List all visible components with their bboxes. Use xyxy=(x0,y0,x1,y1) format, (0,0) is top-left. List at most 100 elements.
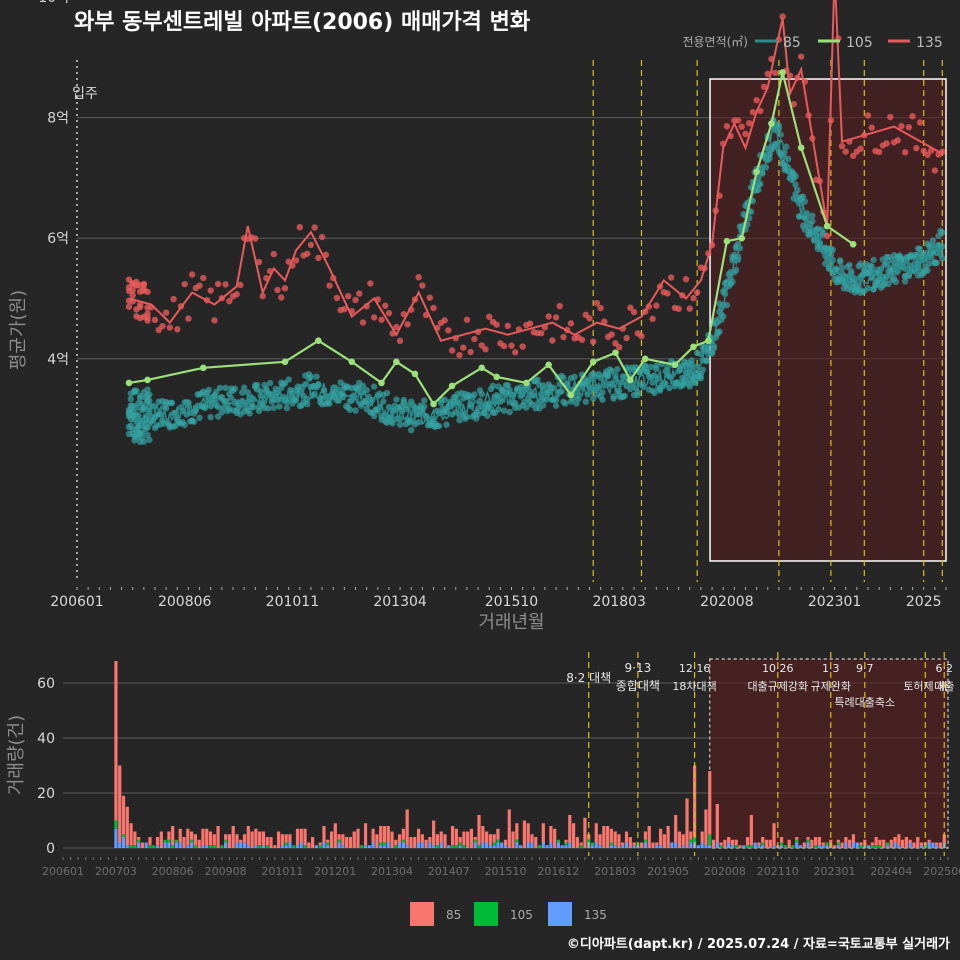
bar-135 xyxy=(560,845,564,848)
point-135 xyxy=(745,119,753,127)
bar-85 xyxy=(171,826,175,846)
bar-105 xyxy=(435,845,440,848)
policy-annotation: 9·13 xyxy=(625,661,652,675)
bar-135 xyxy=(186,845,190,848)
point-85 xyxy=(339,392,346,400)
point-135 xyxy=(790,100,797,108)
point-135 xyxy=(426,294,433,301)
point-135 xyxy=(875,148,883,156)
bar-85 xyxy=(836,839,840,843)
bar-135 xyxy=(696,845,700,848)
point-105 xyxy=(738,234,746,242)
bar-85 xyxy=(481,826,485,843)
point-85 xyxy=(456,417,463,424)
bar-85 xyxy=(466,831,470,848)
point-85 xyxy=(393,396,400,403)
policy-annotation-detail: 18차대책 xyxy=(672,680,716,693)
point-85 xyxy=(415,419,422,426)
bar-105 xyxy=(265,845,269,848)
bar-135 xyxy=(503,845,508,848)
bar-105 xyxy=(477,845,481,848)
bar-85 xyxy=(908,839,912,843)
point-85 xyxy=(370,412,378,420)
bar-105 xyxy=(174,839,179,843)
point-135 xyxy=(864,112,872,119)
bar-85 xyxy=(503,839,508,846)
point-105 xyxy=(641,355,649,363)
bar-105 xyxy=(454,845,458,848)
point-135 xyxy=(486,313,493,320)
point-85 xyxy=(719,313,727,320)
point-85 xyxy=(783,143,790,150)
point-85 xyxy=(523,404,530,411)
bar-85 xyxy=(405,809,409,846)
bar-135 xyxy=(798,845,803,848)
bar-85 xyxy=(734,839,738,846)
bar-105 xyxy=(284,842,288,846)
bar-105 xyxy=(163,839,167,843)
point-85 xyxy=(244,389,252,396)
bar-85 xyxy=(140,842,145,848)
bar-x-tick-label: 201905 xyxy=(647,865,689,878)
bar-135 xyxy=(337,842,341,848)
point-85 xyxy=(703,357,710,365)
bar-135 xyxy=(254,845,258,848)
point-85 xyxy=(929,237,937,244)
bar-135 xyxy=(371,842,375,848)
point-135 xyxy=(318,233,326,241)
point-135 xyxy=(448,347,456,354)
bar-105 xyxy=(303,845,307,848)
bar-85 xyxy=(178,828,182,843)
point-85 xyxy=(270,404,278,412)
point-85 xyxy=(571,373,578,380)
bar-135 xyxy=(674,842,678,848)
bar-85 xyxy=(640,842,644,848)
bar-85 xyxy=(916,837,920,848)
point-85 xyxy=(729,278,736,286)
bar-105 xyxy=(878,845,882,848)
point-85 xyxy=(239,389,246,396)
bar-85 xyxy=(167,831,171,840)
bar-85 xyxy=(193,834,197,846)
bar-85 xyxy=(571,823,576,848)
bar-135 xyxy=(594,842,598,848)
point-135 xyxy=(909,112,916,120)
bar-135 xyxy=(405,845,409,848)
point-135 xyxy=(849,152,857,160)
point-135 xyxy=(367,280,374,287)
bar-85 xyxy=(473,837,477,840)
point-135 xyxy=(233,291,240,298)
bar-105 xyxy=(814,845,818,848)
bar-105 xyxy=(708,834,712,846)
bar-x-tick-label: 200806 xyxy=(152,865,194,878)
bar-85 xyxy=(507,809,511,848)
point-105 xyxy=(378,379,385,387)
bar-85 xyxy=(568,815,572,843)
bar-85 xyxy=(409,837,413,848)
bar-85 xyxy=(363,823,368,846)
bar-85 xyxy=(757,842,761,846)
point-85 xyxy=(590,395,597,402)
point-105 xyxy=(448,382,456,390)
x-tick-label: 201304 xyxy=(373,594,427,610)
point-135 xyxy=(549,337,556,344)
bar-105 xyxy=(401,839,405,843)
bar-105 xyxy=(734,845,738,848)
point-85 xyxy=(240,384,248,391)
bar-x-tick-label: 201803 xyxy=(594,865,636,878)
bar-legend-swatch-135 xyxy=(548,902,572,926)
bar-85 xyxy=(386,826,390,843)
point-85 xyxy=(396,421,404,428)
bar-105 xyxy=(212,845,216,848)
point-85 xyxy=(822,260,829,267)
bar-105 xyxy=(689,839,693,843)
bar-85 xyxy=(621,842,625,846)
bar-x-tick-label: 201510 xyxy=(485,865,527,878)
bar-135 xyxy=(530,842,534,848)
bar-135 xyxy=(114,828,118,848)
point-135 xyxy=(608,331,615,338)
point-135 xyxy=(211,317,218,324)
point-85 xyxy=(666,384,673,392)
bar-85 xyxy=(643,831,648,840)
bar-x-tick-label: 202008 xyxy=(704,865,746,878)
